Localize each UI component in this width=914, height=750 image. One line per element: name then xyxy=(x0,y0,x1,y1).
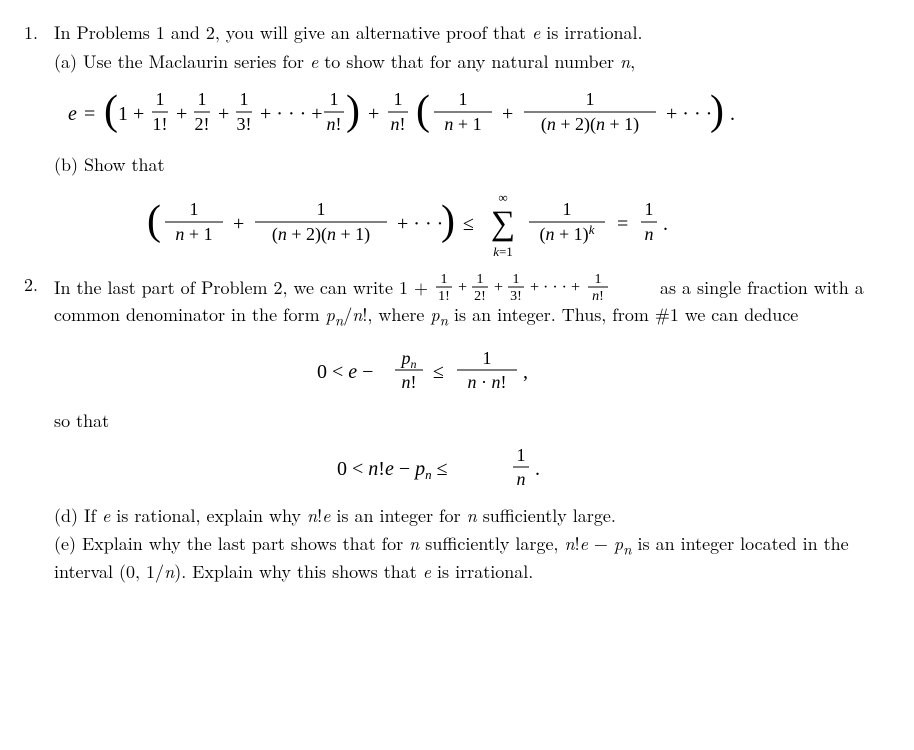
svg-text:≤: ≤ xyxy=(433,361,444,383)
svg-text:(: ( xyxy=(147,198,161,244)
svg-text:+: + xyxy=(233,213,244,235)
problem-1b-label: (b) xyxy=(54,152,78,177)
svg-text:(: ( xyxy=(104,88,118,134)
svg-text:≤: ≤ xyxy=(463,213,474,235)
svg-text:pn: pn xyxy=(400,348,417,371)
svg-text:(n + 2)(n + 1): (n + 2)(n + 1) xyxy=(272,224,370,245)
svg-text:(n + 1)k: (n + 1)k xyxy=(540,222,595,245)
problem-2: 2. In the last part of Problem 2, we can… xyxy=(24,272,890,335)
svg-text:.: . xyxy=(535,458,540,480)
svg-text:=: = xyxy=(617,213,628,235)
problem-1-intro: In Problems 1 and 2, you will give an al… xyxy=(54,20,643,45)
svg-text:∞: ∞ xyxy=(498,190,507,205)
svg-text:): ) xyxy=(441,198,455,244)
svg-text:+: + xyxy=(176,103,187,125)
svg-text:3!: 3! xyxy=(237,114,252,134)
problem-1a-label: (a) xyxy=(54,49,77,74)
svg-text:e: e xyxy=(68,103,77,125)
svg-text:n: n xyxy=(517,469,526,489)
svg-text:.: . xyxy=(730,103,735,125)
problem-2d-text: If e is rational, explain why n!e is an … xyxy=(84,503,616,528)
svg-text:+: + xyxy=(368,103,379,125)
svg-text:1: 1 xyxy=(440,272,447,287)
svg-text:+ · · ·: + · · · xyxy=(666,103,712,125)
svg-text:+ · · · +: + · · · + xyxy=(260,103,323,125)
svg-text:n: n xyxy=(645,224,654,244)
svg-text:+: + xyxy=(502,103,513,125)
svg-text:,: , xyxy=(523,361,528,383)
equation-2: ( 1 n + 1 + 1 (n + 2)(n + 1) + · · · ) ≤… xyxy=(24,190,890,260)
svg-text:1: 1 xyxy=(563,199,572,219)
problem-1-body: In Problems 1 and 2, you will give an al… xyxy=(54,20,890,74)
problem-2e-text: Explain why the last part shows that for… xyxy=(54,531,849,585)
svg-text:1: 1 xyxy=(330,89,339,109)
svg-text:2!: 2! xyxy=(195,114,210,134)
svg-text:+ · · · +: + · · · + xyxy=(530,279,580,296)
problem-1: 1. In Problems 1 and 2, you will give an… xyxy=(24,20,890,74)
svg-text:.: . xyxy=(663,213,668,235)
svg-text:3!: 3! xyxy=(510,289,522,302)
problem-1b: (b) Show that xyxy=(24,152,890,177)
svg-text:): ) xyxy=(710,88,724,134)
svg-text:1: 1 xyxy=(190,199,199,219)
svg-text:1: 1 xyxy=(317,199,326,219)
problem-2-number: 2. xyxy=(24,272,54,335)
equation-1: e = ( 1 + 1 1! + 1 2! + 1 3! + · · · + 1… xyxy=(24,86,890,140)
svg-text:1: 1 xyxy=(240,89,249,109)
svg-text:): ) xyxy=(346,88,360,134)
svg-text:+: + xyxy=(458,279,467,296)
svg-text:+: + xyxy=(218,103,229,125)
svg-text:1: 1 xyxy=(512,272,519,287)
problem-2d-label: (d) xyxy=(54,503,78,528)
svg-text:1 +: 1 + xyxy=(118,103,144,125)
svg-text:+ · · ·: + · · · xyxy=(397,213,443,235)
svg-text:n + 1: n + 1 xyxy=(175,224,212,244)
equation-3: 0 < e − pn n! ≤ 1 n · n! , xyxy=(24,346,890,396)
svg-text:n!: n! xyxy=(391,114,406,134)
problem-2-subparts: (d) If e is rational, explain why n!e is… xyxy=(24,503,890,584)
problem-2-text: In the last part of Problem 2, we can wr… xyxy=(54,272,890,331)
svg-text:∑: ∑ xyxy=(491,205,515,242)
svg-text:0 < e −: 0 < e − xyxy=(317,361,373,383)
svg-text:1!: 1! xyxy=(153,114,168,134)
equation-4: 0 < n!e − pn ≤ 1 n . xyxy=(24,445,890,491)
svg-text:(n + 2)(n + 1): (n + 2)(n + 1) xyxy=(541,114,639,135)
svg-text:1: 1 xyxy=(476,272,483,287)
svg-text:n + 1: n + 1 xyxy=(444,114,481,134)
svg-text:1: 1 xyxy=(586,89,595,109)
svg-text:1: 1 xyxy=(459,89,468,109)
svg-text:1: 1 xyxy=(594,272,601,287)
svg-text:1: 1 xyxy=(156,89,165,109)
svg-text:n!: n! xyxy=(327,114,342,134)
svg-text:1!: 1! xyxy=(438,289,450,302)
problem-2e-label: (e) xyxy=(54,531,76,556)
svg-text:n · n!: n · n! xyxy=(468,372,507,392)
problem-1a-text: Use the Maclaurin series for e to show t… xyxy=(83,49,635,74)
svg-text:0 < n!e − pn ≤: 0 < n!e − pn ≤ xyxy=(337,458,448,482)
problem-1b-text: Show that xyxy=(84,152,165,177)
svg-text:1: 1 xyxy=(483,348,492,368)
svg-text:=: = xyxy=(84,103,95,125)
problem-1-number: 1. xyxy=(24,20,54,74)
svg-text:k=1: k=1 xyxy=(493,244,513,259)
svg-text:+: + xyxy=(494,279,503,296)
svg-text:n!: n! xyxy=(592,289,604,302)
problem-2-body: In the last part of Problem 2, we can wr… xyxy=(54,272,890,335)
svg-text:1: 1 xyxy=(198,89,207,109)
svg-text:(: ( xyxy=(416,88,430,134)
svg-text:2!: 2! xyxy=(474,289,486,302)
svg-text:1: 1 xyxy=(394,89,403,109)
so-that: so that xyxy=(24,408,890,433)
svg-text:1: 1 xyxy=(645,199,654,219)
svg-text:n!: n! xyxy=(402,372,417,392)
svg-text:1: 1 xyxy=(517,445,526,465)
